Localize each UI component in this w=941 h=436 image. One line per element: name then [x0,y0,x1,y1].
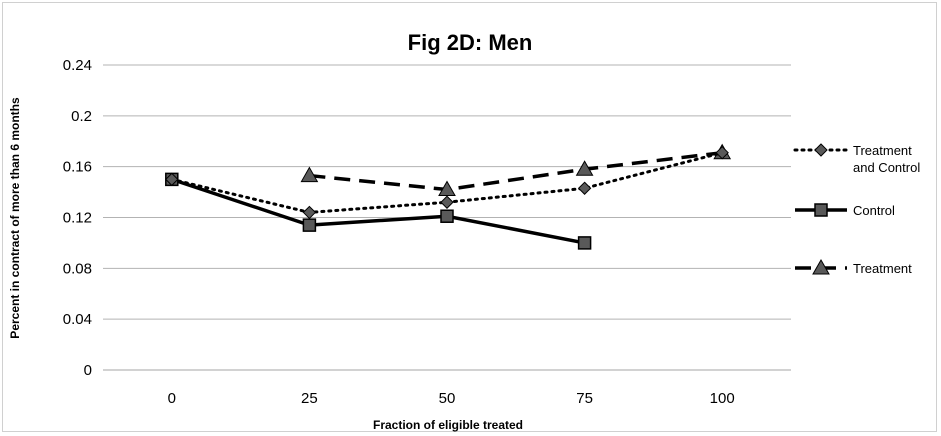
y-tick-label: 0.04 [63,311,92,328]
legend: Treatment and Control Control Treatment [793,143,920,276]
data-point-square [302,218,317,232]
chart-title: Fig 2D: Men [408,30,533,55]
data-point-square [440,209,454,223]
data-point-diamond [715,145,729,160]
legend-item-treatment-and-control: Treatment and Control [793,143,920,175]
x-tick-label: 50 [439,390,456,407]
series-layer [165,143,732,250]
legend-label: and Control [853,160,920,175]
x-axis-title: Fraction of eligible treated [373,418,523,432]
x-tick-label: 75 [576,390,593,407]
data-point-triangle [575,160,594,176]
x-tick-label: 25 [301,390,318,407]
data-point-triangle [438,180,456,197]
legend-item-treatment: Treatment [795,258,912,276]
series-treatment-and-control [165,145,729,220]
legend-marker [812,258,830,275]
x-tick-label: 100 [710,390,735,407]
series-treatment [300,143,732,197]
series-control [165,172,592,250]
y-tick-label: 0.2 [71,108,92,125]
y-tick-label: 0.24 [63,57,92,74]
legend-label: Treatment [853,261,912,276]
y-tick-label: 0.08 [63,260,92,277]
legend-label: Control [853,203,895,218]
y-axis-title: Percent in contract of more than 6 month… [8,97,22,339]
legend-marker [814,203,828,217]
y-axis-ticks: 0 0.04 0.08 0.12 0.16 0.2 0.24 [63,57,92,379]
y-tick-label: 0.12 [63,210,92,227]
data-point-square [577,236,592,250]
x-axis-ticks: 0 25 50 75 100 [168,390,735,407]
gridlines [103,64,791,371]
legend-marker [814,143,828,157]
legend-label: Treatment [853,143,912,158]
series-line [309,150,723,192]
data-point-triangle [300,166,319,183]
series-line [171,177,585,245]
x-tick-label: 0 [168,390,176,407]
data-point-diamond [440,195,454,209]
data-point-diamond [165,172,179,187]
data-point-diamond [577,181,592,195]
y-tick-label: 0.16 [63,159,92,176]
legend-item-control: Control [795,203,895,218]
data-point-diamond [302,205,317,220]
y-tick-label: 0 [84,362,92,379]
